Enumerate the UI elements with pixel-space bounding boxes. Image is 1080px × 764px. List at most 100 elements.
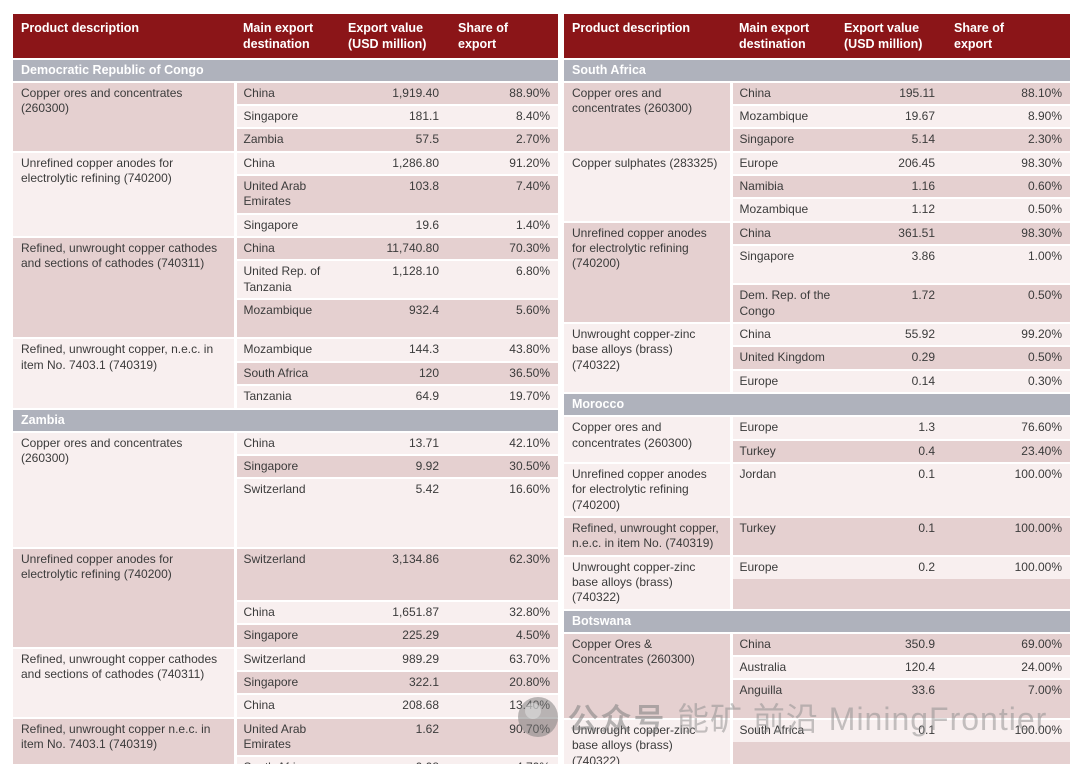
- filler-cell: [450, 321, 558, 339]
- destination-cell: China: [731, 80, 836, 105]
- table-row: Turkey 0.4 23.40%: [564, 438, 1070, 463]
- column-header-row: Product description Main export destinati…: [564, 14, 1070, 59]
- filler-cell: [450, 569, 558, 601]
- product-cell: Copper ores and concentrates (260300): [564, 415, 733, 463]
- filler-cell: [836, 578, 946, 610]
- destination-cell: United Kingdom: [731, 345, 836, 370]
- filler-cell: [946, 267, 1070, 285]
- export-table-left: Product description Main export destinati…: [13, 14, 558, 764]
- export-value-cell: 932.4: [340, 298, 450, 322]
- destination-cell: Switzerland: [235, 646, 340, 672]
- column-header: Share of export: [946, 14, 1070, 59]
- export-value-cell: 0.14: [836, 368, 946, 394]
- table-row: Unwrought copper-zinc base alloys (brass…: [564, 717, 1070, 764]
- country-section-header: South Africa: [564, 57, 1070, 82]
- filler-cell: [235, 569, 340, 601]
- share-cell: 62.30%: [450, 546, 558, 570]
- table-row: Mozambique 19.67 8.90%: [564, 103, 1070, 129]
- column-header-row: Product description Main export destinati…: [13, 14, 558, 59]
- table-row: South Africa 120 36.50%: [13, 360, 558, 386]
- destination-cell: Switzerland: [235, 477, 340, 501]
- share-cell: 8.90%: [946, 103, 1070, 129]
- filler-cell: [836, 267, 946, 285]
- filler-row: [13, 500, 558, 548]
- export-value-cell: 1.62: [340, 716, 450, 757]
- table-row: Refined, unwrought copper cathodes and s…: [13, 236, 558, 339]
- destination-cell: Anguilla: [731, 678, 836, 702]
- export-value-cell: 989.29: [340, 646, 450, 672]
- destination-cell: United Arab Emirates: [235, 173, 340, 214]
- table-row: Singapore 181.1 8.40%: [13, 103, 558, 129]
- share-cell: 23.40%: [946, 438, 1070, 463]
- destination-cell: China: [235, 150, 340, 175]
- share-cell: 6.80%: [450, 259, 558, 300]
- filler-cell: [836, 741, 946, 764]
- export-value-cell: 120.4: [836, 655, 946, 680]
- country-section-header: Democratic Republic of Congo: [13, 57, 558, 82]
- table-row: Refined, unwrought copper cathodes and s…: [13, 646, 558, 718]
- share-cell: 8.40%: [450, 103, 558, 129]
- table-row: Unrefined copper anodes for electrolytic…: [564, 220, 1070, 324]
- share-cell: 98.30%: [946, 150, 1070, 175]
- share-cell: 70.30%: [450, 236, 558, 261]
- export-value-cell: 64.9: [340, 384, 450, 409]
- share-cell: 32.80%: [450, 599, 558, 625]
- export-value-cell: 0.1: [836, 717, 946, 742]
- destination-cell: Switzerland: [235, 546, 340, 570]
- destination-cell: Mozambique: [731, 103, 836, 129]
- country-section-header: Zambia: [13, 407, 558, 432]
- export-value-cell: 1,651.87: [340, 599, 450, 625]
- share-cell: 5.60%: [450, 298, 558, 322]
- destination-cell: China: [235, 693, 340, 718]
- destination-cell: China: [235, 430, 340, 455]
- share-cell: 100.00%: [946, 554, 1070, 579]
- product-cell: Copper sulphates (283325): [564, 150, 733, 222]
- destination-cell: South Africa: [235, 755, 340, 764]
- export-value-cell: 19.6: [340, 212, 450, 238]
- table-row: Mozambique 1.12 0.50%: [564, 197, 1070, 222]
- export-value-cell: 0.4: [836, 438, 946, 463]
- export-value-cell: 206.45: [836, 150, 946, 175]
- export-value-cell: 55.92: [836, 322, 946, 347]
- destination-cell: China: [235, 236, 340, 261]
- table-row: Copper ores and concentrates (260300) Chi…: [564, 80, 1070, 152]
- destination-cell: Turkey: [731, 438, 836, 463]
- country-section-row: Zambia: [13, 407, 558, 432]
- share-cell: 91.20%: [450, 150, 558, 175]
- product-cell: Refined, unwrought copper n.e.c. in item…: [13, 716, 237, 764]
- table-row: Switzerland 5.42 16.60%: [13, 477, 558, 501]
- export-value-cell: 19.67: [836, 103, 946, 129]
- destination-cell: Singapore: [235, 623, 340, 648]
- filler-row: [13, 569, 558, 601]
- export-value-cell: 1.3: [836, 415, 946, 440]
- table-row: Singapore 19.6 1.40%: [13, 212, 558, 238]
- table-row: Unwrought copper-zinc base alloys (brass…: [564, 322, 1070, 394]
- filler-row: [564, 578, 1070, 610]
- table-row: Unwrought copper-zinc base alloys (brass…: [564, 554, 1070, 610]
- export-value-cell: 1,919.40: [340, 80, 450, 105]
- table-row: Tanzania 64.9 19.70%: [13, 384, 558, 409]
- product-cell: Unrefined copper anodes for electrolytic…: [564, 220, 733, 324]
- destination-cell: Singapore: [731, 127, 836, 152]
- share-cell: 88.10%: [946, 80, 1070, 105]
- share-cell: 24.00%: [946, 655, 1070, 680]
- destination-cell: Tanzania: [235, 384, 340, 409]
- filler-cell: [946, 578, 1070, 610]
- filler-row: [13, 321, 558, 339]
- column-header: Product description: [564, 14, 731, 59]
- table-row: Dem. Rep. of the Congo 1.72 0.50%: [564, 283, 1070, 324]
- export-value-cell: 350.9: [836, 631, 946, 657]
- export-value-cell: 33.6: [836, 678, 946, 702]
- export-value-cell: 195.11: [836, 80, 946, 105]
- filler-cell: [235, 500, 340, 548]
- filler-cell: [946, 741, 1070, 764]
- share-cell: 20.80%: [450, 670, 558, 695]
- export-value-cell: 1.72: [836, 283, 946, 324]
- table-row: Singapore 3.86 1.00%: [564, 243, 1070, 268]
- table-row: Copper ores and concentrates (260300) Eur…: [564, 415, 1070, 463]
- filler-cell: [946, 701, 1070, 719]
- destination-cell: Namibia: [731, 173, 836, 199]
- country-section-header: Botswana: [564, 608, 1070, 633]
- product-cell: Refined, unwrought copper cathodes and s…: [13, 646, 237, 718]
